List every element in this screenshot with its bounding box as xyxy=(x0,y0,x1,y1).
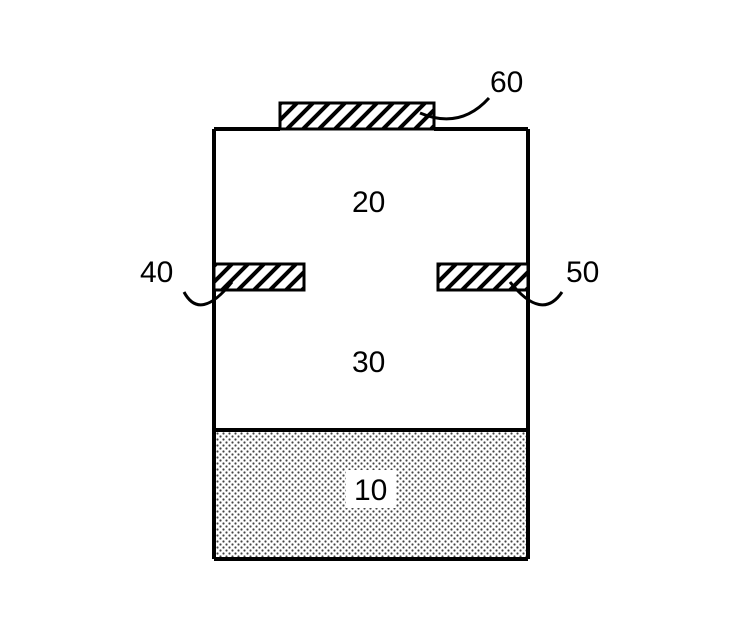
label-10: 10 xyxy=(354,474,387,508)
callout-50: 50 xyxy=(566,256,599,290)
cross-section-svg xyxy=(0,0,748,631)
diagram-canvas: 20 30 10 60 40 50 xyxy=(0,0,748,631)
electrode-60 xyxy=(280,103,434,129)
callout-40: 40 xyxy=(140,256,173,290)
label-30: 30 xyxy=(352,346,385,380)
label-20: 20 xyxy=(352,186,385,220)
callout-60: 60 xyxy=(490,66,523,100)
